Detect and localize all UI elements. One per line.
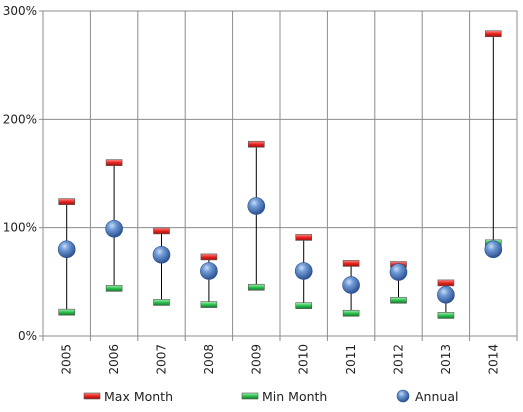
annual-marker bbox=[342, 276, 360, 294]
x-tick-label: 2012 bbox=[392, 344, 406, 375]
min-month-marker bbox=[58, 308, 76, 316]
annual-marker bbox=[389, 263, 408, 281]
annual-marker bbox=[200, 262, 218, 280]
y-tick-label: 200% bbox=[3, 112, 37, 126]
annual-marker bbox=[57, 240, 76, 259]
annual-marker bbox=[484, 240, 503, 259]
legend-annual-marker bbox=[396, 389, 410, 403]
x-tick-label: 2011 bbox=[344, 344, 358, 375]
annual-marker bbox=[152, 245, 171, 264]
min-month-marker bbox=[105, 285, 123, 292]
max-month-marker bbox=[105, 159, 123, 166]
y-tick-label: 0% bbox=[18, 329, 37, 343]
max-month-marker bbox=[58, 198, 76, 205]
annual-marker bbox=[105, 219, 123, 238]
x-tick-label: 2007 bbox=[155, 344, 169, 375]
min-month-marker bbox=[342, 309, 360, 317]
legend-min-month-marker bbox=[241, 392, 259, 400]
max-month-marker bbox=[248, 140, 265, 148]
legend-label: Max Month bbox=[104, 389, 173, 404]
axes: 0% 100% 200% 300% 2005 2006 2007 2008 2009 2010 20… bbox=[3, 4, 518, 375]
x-tick-label: 2006 bbox=[107, 344, 121, 375]
legend-label: Min Month bbox=[262, 389, 327, 404]
annual-marker bbox=[247, 197, 266, 215]
y-tick-label: 100% bbox=[3, 221, 37, 235]
min-month-marker bbox=[295, 302, 313, 309]
data-marks bbox=[57, 30, 503, 319]
x-tick-label: 2005 bbox=[60, 344, 74, 375]
annual-marker bbox=[294, 262, 313, 280]
max-month-marker bbox=[295, 234, 313, 241]
max-month-marker bbox=[200, 253, 218, 261]
y-tick-label: 300% bbox=[3, 4, 37, 18]
max-month-marker bbox=[437, 279, 455, 287]
x-tick-label: 2009 bbox=[249, 344, 263, 375]
max-month-marker bbox=[153, 227, 170, 235]
x-tick-label: 2013 bbox=[439, 344, 453, 375]
annual-marker bbox=[437, 286, 455, 304]
min-month-marker bbox=[437, 312, 455, 319]
min-month-marker bbox=[153, 299, 170, 306]
max-month-marker bbox=[484, 30, 502, 38]
max-month-marker bbox=[342, 260, 360, 267]
legend-label: Annual bbox=[415, 389, 458, 404]
min-month-marker bbox=[200, 301, 218, 308]
legend: Max Month Min Month Annual bbox=[83, 389, 458, 404]
x-tick-label: 2010 bbox=[297, 344, 311, 375]
min-month-marker bbox=[248, 283, 265, 291]
legend-max-month-marker bbox=[83, 392, 101, 400]
x-tick-label: 2014 bbox=[486, 344, 500, 375]
min-month-marker bbox=[390, 296, 407, 304]
x-tick-label: 2008 bbox=[202, 344, 216, 375]
